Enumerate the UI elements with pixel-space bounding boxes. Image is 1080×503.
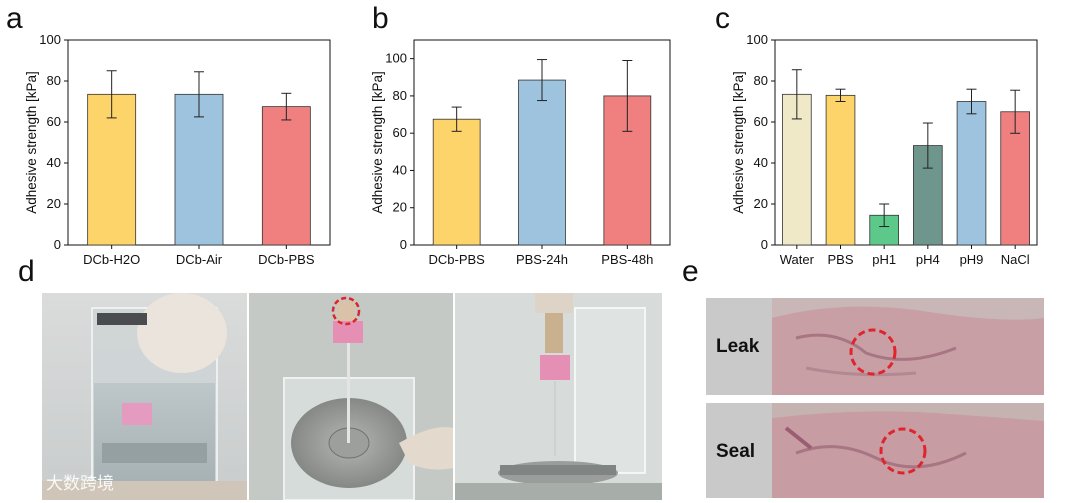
- y-axis-label: Adhesive strength [kPa]: [24, 71, 39, 214]
- y-tick-label: 80: [754, 73, 768, 88]
- y-tick-label: 40: [754, 155, 768, 170]
- panel-letter-e: e: [682, 255, 699, 288]
- seal-label: Seal: [716, 441, 756, 462]
- x-tick-label: DCb-Air: [176, 252, 223, 267]
- y-tick-label: 60: [47, 114, 61, 129]
- bar: [432, 118, 481, 246]
- y-tick-label: 40: [393, 162, 407, 177]
- bar: [174, 93, 224, 246]
- bar-chart-a: 0 20 40 60 80 100 Adhesive strength [kPa] DCb-H…: [24, 32, 331, 267]
- y-tick-label: 60: [393, 125, 407, 140]
- y-tick-label: 80: [393, 88, 407, 103]
- bar: [518, 79, 566, 246]
- y-axis-label: Adhesive strength [kPa]: [370, 71, 385, 214]
- y-tick-label: 20: [393, 200, 407, 215]
- x-tick-label: NaCl: [1001, 252, 1030, 267]
- y-tick-label: 20: [754, 196, 768, 211]
- y-tick-label: 100: [39, 32, 61, 47]
- bar: [956, 101, 987, 246]
- bar: [87, 93, 137, 246]
- x-tick-label: PBS-48h: [601, 252, 653, 267]
- x-tick-label: pH9: [960, 252, 984, 267]
- y-tick-label: 80: [47, 73, 61, 88]
- y-tick-label: 60: [754, 114, 768, 129]
- bar: [261, 106, 311, 246]
- x-tick-label: pH4: [916, 252, 940, 267]
- photo-beaker-underwater: [42, 293, 247, 500]
- y-tick-label: 0: [761, 237, 768, 252]
- photo-weight-lift: [249, 293, 453, 500]
- photo-tissue-seal: Seal: [706, 403, 1044, 498]
- cloud-logo-icon: [10, 470, 42, 493]
- y-tick-label: 100: [385, 51, 407, 66]
- x-tick-label: DCb-H2O: [83, 252, 140, 267]
- x-tick-label: pH1: [872, 252, 896, 267]
- panel-letter-a: a: [6, 2, 23, 35]
- axes-frame: [774, 39, 1038, 246]
- x-tick-label: Water: [780, 252, 815, 267]
- y-axis-label: Adhesive strength [kPa]: [731, 71, 746, 214]
- panel-letter-c: c: [715, 2, 730, 35]
- watermark-text: 大数跨境: [46, 474, 114, 494]
- x-tick-label: PBS: [827, 252, 853, 267]
- panel-letter-b: b: [372, 2, 389, 35]
- photo-hanging-weight: [455, 293, 662, 500]
- bar: [825, 94, 856, 246]
- x-tick-label: DCb-PBS: [258, 252, 315, 267]
- y-tick-label: 100: [746, 32, 768, 47]
- y-tick-label: 0: [54, 237, 61, 252]
- bar-chart-c: 0 20 40 60 80 100 Adhesive strength [kPa] Water…: [731, 32, 1038, 267]
- panel-letter-d: d: [18, 255, 35, 288]
- y-tick-label: 0: [400, 237, 407, 252]
- watermark: 大数跨境: [10, 469, 114, 494]
- y-tick-label: 20: [47, 196, 61, 211]
- photo-tissue-leak: Leak: [706, 298, 1044, 395]
- x-tick-label: DCb-PBS: [428, 252, 485, 267]
- y-tick-label: 40: [47, 155, 61, 170]
- leak-label: Leak: [716, 336, 760, 357]
- x-tick-label: PBS-24h: [516, 252, 568, 267]
